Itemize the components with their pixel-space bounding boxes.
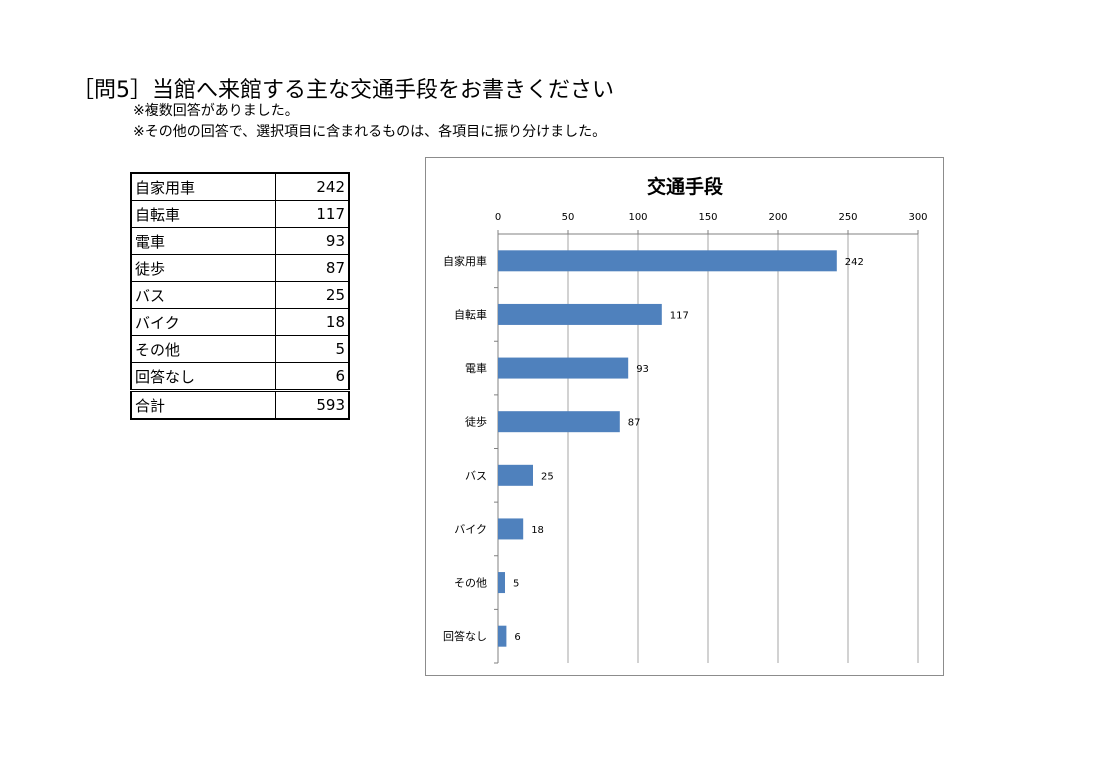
table-cell-count: 18 — [275, 308, 350, 336]
category-label: 徒歩 — [465, 415, 487, 429]
category-label: その他 — [454, 577, 487, 590]
chart-area: 交通手段 0 50 100 150 200 250 300 自家用車 242 自転車 117 電車 93… — [425, 157, 944, 676]
data-label: 25 — [541, 471, 554, 482]
category-label: 自家用車 — [443, 254, 487, 268]
table-row: その他 5 — [130, 335, 350, 363]
x-tick-label: 250 — [838, 212, 857, 223]
x-tick-label: 300 — [908, 212, 927, 223]
data-label: 117 — [670, 310, 689, 321]
table-row: 電車 93 — [130, 227, 350, 255]
table-cell-count: 25 — [275, 281, 350, 309]
x-tick-label: 50 — [562, 212, 575, 223]
table-cell-count: 87 — [275, 254, 350, 282]
table-total-row: 合計 593 — [130, 389, 350, 420]
data-label: 93 — [636, 364, 649, 375]
chart-title: 交通手段 — [647, 175, 724, 198]
category-label: バス — [465, 469, 487, 482]
bar — [498, 250, 837, 272]
bar — [498, 411, 620, 433]
x-tick-label: 0 — [495, 212, 501, 223]
table-row: 自家用車 242 — [130, 172, 350, 201]
table-cell-category: その他 — [130, 335, 276, 363]
x-tick-label: 150 — [698, 212, 717, 223]
data-label: 87 — [628, 418, 641, 429]
category-label: 回答なし — [443, 629, 487, 643]
bar — [498, 303, 662, 325]
table-row: バイク 18 — [130, 308, 350, 336]
table-row: 自転車 117 — [130, 200, 350, 228]
note-multiple-answers: ※複数回答がありました。 — [133, 103, 299, 119]
table-total-label: 合計 — [130, 389, 276, 420]
table-cell-count: 117 — [275, 200, 350, 228]
table-cell-count: 5 — [275, 335, 350, 363]
data-label: 18 — [531, 525, 544, 536]
tally-table: 自家用車 242 自転車 117 電車 93 徒歩 87 バス 25 バイク 1… — [130, 172, 350, 420]
x-tick-label: 200 — [768, 212, 787, 223]
bar — [498, 572, 505, 594]
bar — [498, 625, 507, 647]
note-other-reassigned: ※その他の回答で、選択項目に含まれるものは、各項目に振り分けました。 — [133, 124, 607, 140]
table-cell-count: 6 — [275, 362, 350, 391]
table-row: 回答なし 6 — [130, 362, 350, 391]
table-cell-category: バイク — [130, 308, 276, 336]
table-cell-category: 徒歩 — [130, 254, 276, 282]
table-cell-category: 回答なし — [130, 362, 276, 391]
x-tick-label: 100 — [628, 212, 647, 223]
bar — [498, 464, 533, 486]
table-cell-category: バス — [130, 281, 276, 309]
question-title: ［問5］当館へ来館する主な交通手段をお書きください — [72, 78, 614, 103]
table-cell-category: 自家用車 — [130, 172, 276, 201]
table-cell-category: 電車 — [130, 227, 276, 255]
data-label: 5 — [513, 579, 519, 590]
data-label: 242 — [845, 257, 864, 268]
table-row: 徒歩 87 — [130, 254, 350, 282]
table-row: バス 25 — [130, 281, 350, 309]
category-label: 自転車 — [454, 307, 487, 321]
table-cell-count: 242 — [275, 172, 350, 201]
category-label: 電車 — [465, 361, 487, 375]
data-label: 6 — [514, 632, 520, 643]
bar — [498, 357, 629, 379]
table-cell-category: 自転車 — [130, 200, 276, 228]
bar — [498, 518, 524, 540]
category-label: バイク — [454, 523, 487, 536]
bar-chart: 交通手段 0 50 100 150 200 250 300 自家用車 242 自転車 117 電車 93… — [443, 175, 928, 664]
table-total-value: 593 — [275, 389, 350, 420]
table-cell-count: 93 — [275, 227, 350, 255]
